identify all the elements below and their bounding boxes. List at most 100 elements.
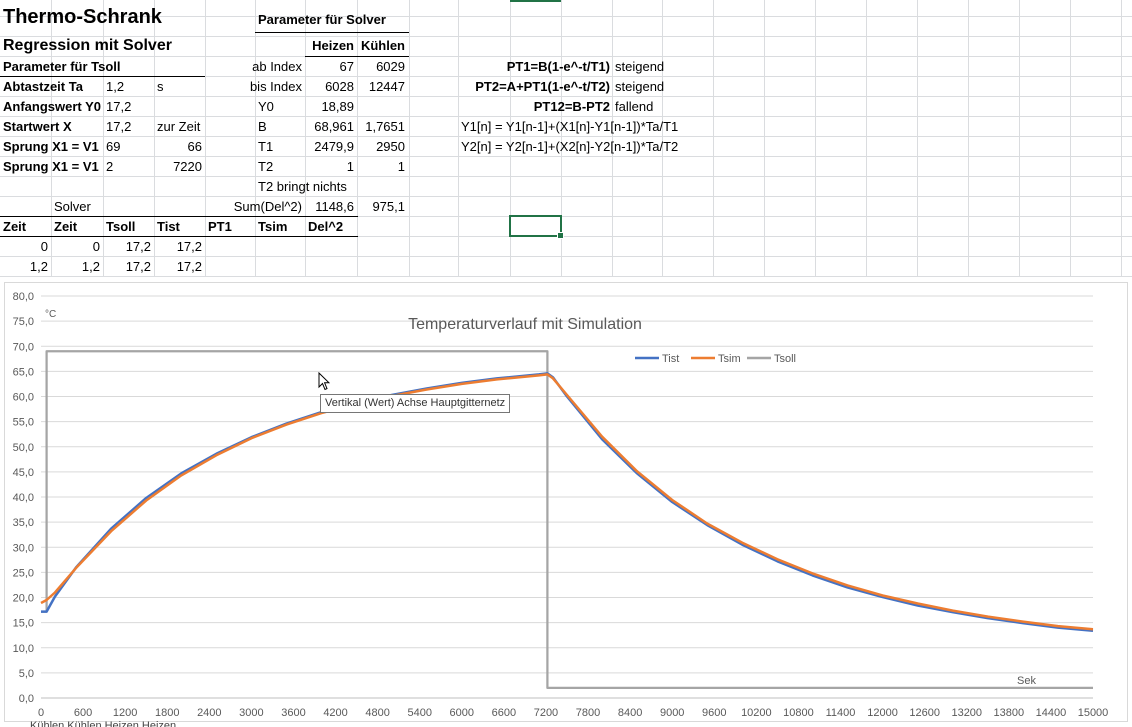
y-tick-label: 25,0 [13,567,34,579]
table-header[interactable]: Tist [157,219,180,234]
grid-row-line [0,256,1132,257]
x-tick-label: 13800 [994,707,1025,719]
solver-label[interactable]: Y0 [258,99,274,114]
table-cell[interactable]: 17,2 [176,259,202,274]
spreadsheet-grid[interactable]: Thermo-Schrank Regression mit Solver Par… [0,0,1132,277]
param-value[interactable]: 17,2 [106,119,132,134]
param-value-2[interactable]: 66 [187,139,202,154]
solver-label[interactable]: B [258,119,267,134]
x-tick-label: 7800 [576,707,600,719]
table-cell[interactable]: 0 [40,239,48,254]
solver-heizen[interactable]: 18,89 [321,99,354,114]
x-tick-label: 3000 [239,707,263,719]
param-label[interactable]: Sprung X1 = V1 [3,139,99,154]
y-tick-label: 40,0 [13,492,34,504]
table-header[interactable]: Zeit [3,219,27,234]
table-header[interactable]: Tsim [258,219,288,234]
solver-kuehlen[interactable]: 6029 [376,59,405,74]
table-cell[interactable]: 1,2 [81,259,100,274]
solver-label[interactable]: ab Index [252,59,302,74]
sheet-subtitle[interactable]: Regression mit Solver [3,37,172,54]
solver-heizen[interactable]: 2479,9 [314,139,354,154]
x-tick-label: 2400 [197,707,221,719]
param-value-2[interactable]: 7220 [173,159,202,174]
table-header[interactable]: Tsoll [106,219,136,234]
y-tick-label: 65,0 [13,366,34,378]
temperature-chart[interactable]: 0,0 5,0 10,0 15,0 20,0 25,0 30,0 35,0 40,0 45,0 50… [4,282,1128,722]
grid-row-line [0,16,1132,17]
table-header[interactable]: PT1 [208,219,232,234]
y-tick-label: 15,0 [13,618,34,630]
x-tick-label: 10200 [741,707,772,719]
solver-kuehlen[interactable]: 1 [397,159,405,174]
solver-heizen[interactable]: 1 [346,159,354,174]
col-heizen[interactable]: Heizen [312,38,354,53]
param-label[interactable]: Anfangswert Y0 [3,99,102,114]
y-tick-label: 50,0 [13,442,34,454]
table-cell[interactable]: 1,2 [29,259,48,274]
formula-pt2[interactable]: PT2=A+PT1(1-e^-t/T2) [475,79,610,94]
solver-heizen[interactable]: 68,961 [314,119,354,134]
param-unit[interactable]: s [157,79,164,94]
solver-kuehlen[interactable]: 1,7651 [365,119,405,134]
table-cell[interactable]: 17,2 [125,239,151,254]
table-header[interactable]: Del^2 [308,219,344,234]
chart-title: Temperaturverlauf mit Simulation [408,316,642,333]
sum-heizen[interactable]: 1148,6 [315,199,354,214]
solver-label[interactable]: bis Index [249,79,302,94]
x-tick-label: 7200 [534,707,558,719]
chart-svg: 0,0 5,0 10,0 15,0 20,0 25,0 30,0 35,0 40,0 45,0 50… [13,291,1109,719]
solver-label[interactable]: T2 [258,159,274,174]
y-tick-label: 70,0 [13,341,34,353]
solver-kuehlen[interactable]: 12447 [368,79,405,94]
equation-y1[interactable]: Y1[n] = Y1[n-1]+(X1[n]-Y1[n-1])*Ta/T1 [461,119,679,134]
sum-label[interactable]: Sum(Del^2) [233,199,302,214]
col-kuehlen[interactable]: Kühlen [360,38,405,53]
sum-kuehlen[interactable]: 975,1 [372,199,405,214]
grid-column-line [561,0,562,277]
grid-row-line [0,236,1132,237]
grid-row-line [0,96,1132,97]
solver-label[interactable]: Solver [54,199,91,214]
formula-pt1[interactable]: PT1=B(1-e^-t/T1) [506,59,610,74]
param-value[interactable]: 69 [106,139,121,154]
solver-heizen[interactable]: 67 [339,59,354,74]
param-label[interactable]: Sprung X1 = V1 [3,159,99,174]
solver-heizen[interactable]: 6028 [325,79,354,94]
active-cell-selection[interactable] [509,215,564,239]
table-cell[interactable]: 0 [92,239,100,254]
param-unit[interactable]: zur Zeit [157,119,201,134]
formula-pt12[interactable]: PT12=B-PT2 [533,99,610,114]
sheet-title[interactable]: Thermo-Schrank [3,6,162,28]
fill-handle[interactable] [557,232,564,239]
mouse-pointer-icon [318,372,330,391]
param-value[interactable]: 1,2 [106,79,125,94]
grid-column-line [1019,0,1020,277]
solver-kuehlen[interactable]: 2950 [376,139,405,154]
y-tick-label: 80,0 [13,291,34,303]
x-tick-label: 13200 [951,707,982,719]
table-header[interactable]: Zeit [54,219,78,234]
grid-column-line [612,0,613,277]
series-line-tsoll [41,350,1093,690]
table-cell[interactable]: 17,2 [125,259,151,274]
solver-params-title[interactable]: Parameter für Solver [258,12,386,27]
x-tick-label: 9600 [702,707,726,719]
x-tick-label: 8400 [618,707,642,719]
grid-row-line [0,116,1132,117]
formula-pt2-desc[interactable]: steigend [615,79,665,94]
equation-y2[interactable]: Y2[n] = Y2[n-1]+(X2[n]-Y2[n-1])*Ta/T2 [461,139,679,154]
x-tick-label: 5400 [407,707,431,719]
grid-column-line [51,0,52,277]
param-tsoll-header[interactable]: Parameter für Tsoll [3,59,121,74]
param-label[interactable]: Abtastzeit Ta [3,79,83,94]
formula-pt12-desc[interactable]: fallend [615,99,654,114]
param-label[interactable]: Startwert X [3,119,72,134]
legend-entry-tist: Tist [662,353,679,365]
solver-note[interactable]: T2 bringt nichts [258,179,347,194]
formula-pt1-desc[interactable]: steigend [615,59,665,74]
solver-label[interactable]: T1 [258,139,274,154]
table-cell[interactable]: 17,2 [176,239,202,254]
param-value[interactable]: 17,2 [106,99,132,114]
param-value[interactable]: 2 [106,159,114,174]
